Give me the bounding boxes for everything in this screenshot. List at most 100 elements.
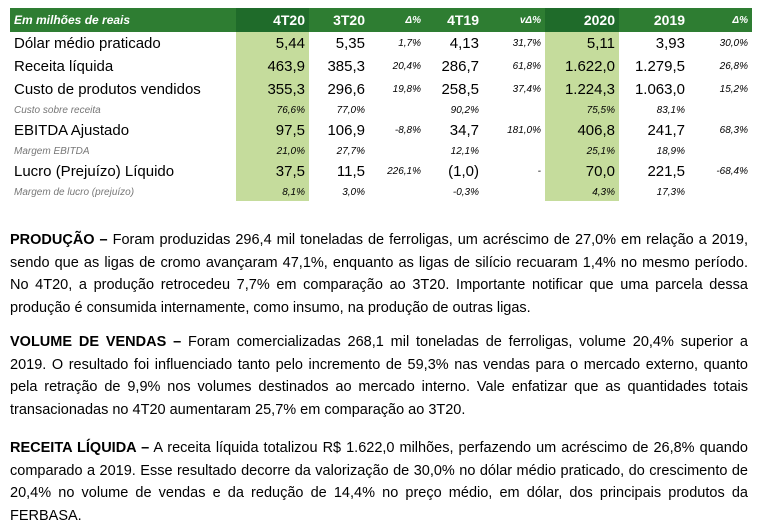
cell-delta-quarter: 226,1% (387, 166, 421, 177)
cell-4t19: 34,7 (449, 122, 479, 139)
row-label: EBITDA Ajustado (14, 122, 130, 139)
cell-4t19: -0,3% (452, 186, 479, 198)
table-row: Margem EBITDA 21,0% 27,7% 12,1% 25,1% 18,9% (10, 142, 752, 160)
table-header-row: Em milhões de reais 4T20 3T20 Δ% 4T19 vΔ… (10, 8, 752, 32)
paragraph-volume-vendas: VOLUME DE VENDAS – Foram comercializadas… (10, 331, 748, 421)
cell-delta-annual (689, 183, 752, 201)
table-row: Custo de produtos vendidos 355,3 296,6 19,8… (10, 78, 752, 101)
table-row: Receita líquida 463,9 385,3 20,4% 286,7 61,8%… (10, 55, 752, 78)
header-delta-annual: Δ% (732, 14, 748, 26)
cell-delta-annual: 30,0% (719, 38, 748, 49)
cell-4t19: 258,5 (441, 81, 479, 98)
cell-delta-annual (689, 142, 752, 160)
cell-4t20: 21,0% (236, 142, 309, 160)
cell-2019: 3,93 (655, 35, 685, 52)
cell-delta-quarter (369, 101, 425, 119)
table-row: Dólar médio praticado 5,44 5,35 1,7% 4,13 31,… (10, 32, 752, 55)
row-label: Margem EBITDA (14, 145, 90, 157)
paragraph-heading: PRODUÇÃO – (10, 232, 108, 248)
cell-3t20: 106,9 (327, 122, 365, 139)
row-label: Dólar médio praticado (14, 35, 161, 52)
cell-delta-quarter: 19,8% (392, 84, 421, 95)
paragraph-text: Foram comercializadas 268,1 mil tonelada… (10, 334, 748, 418)
cell-4t20: 76,6% (236, 101, 309, 119)
header-delta-quarter: Δ% (405, 14, 421, 26)
cell-3t20: 27,7% (336, 145, 365, 157)
cell-delta-year-quarter: 31,7% (512, 38, 541, 49)
cell-delta-quarter: 20,4% (392, 61, 421, 72)
cell-delta-annual (689, 101, 752, 119)
cell-delta-year-quarter (483, 101, 545, 119)
cell-4t20: 355,3 (236, 78, 309, 101)
row-label: Margem de lucro (prejuízo) (14, 186, 135, 198)
cell-delta-year-quarter: 37,4% (512, 84, 541, 95)
cell-delta-annual: -68,4% (716, 166, 748, 177)
cell-2019: 17,3% (656, 186, 685, 198)
header-2019: 2019 (653, 12, 685, 28)
cell-2019: 241,7 (647, 122, 685, 139)
cell-delta-quarter (369, 183, 425, 201)
cell-3t20: 77,0% (336, 104, 365, 116)
cell-delta-year-quarter: 61,8% (512, 61, 541, 72)
cell-delta-year-quarter: - (537, 166, 541, 177)
cell-4t19: 286,7 (441, 58, 479, 75)
cell-3t20: 11,5 (336, 163, 365, 180)
table-row: EBITDA Ajustado 97,5 106,9 -8,8% 34,7 181,0% 4… (10, 119, 752, 142)
cell-delta-quarter: -8,8% (394, 125, 421, 136)
cell-delta-annual: 26,8% (719, 61, 748, 72)
cell-4t19: 4,13 (449, 35, 479, 52)
table-row: Margem de lucro (prejuízo) 8,1% 3,0% -0,3% 4… (10, 183, 752, 201)
cell-2020: 1.622,0 (545, 55, 619, 78)
cell-2019: 1.063,0 (634, 81, 685, 98)
cell-delta-year-quarter (483, 142, 545, 160)
cell-4t20: 97,5 (236, 119, 309, 142)
cell-2020: 75,5% (545, 101, 619, 119)
paragraph-text: Foram produzidas 296,4 mil toneladas de … (10, 232, 748, 316)
cell-2020: 70,0 (545, 160, 619, 183)
paragraph-heading: VOLUME DE VENDAS – (10, 334, 182, 350)
paragraph-producao: PRODUÇÃO – Foram produzidas 296,4 mil to… (10, 229, 748, 319)
cell-3t20: 3,0% (342, 186, 365, 198)
header-delta-year-quarter: vΔ% (519, 14, 541, 26)
row-label: Lucro (Prejuízo) Líquido (14, 163, 175, 180)
cell-3t20: 5,35 (335, 35, 365, 52)
header-4t19: 4T19 (447, 12, 479, 28)
table-row: Lucro (Prejuízo) Líquido 37,5 11,5 226,1% (1… (10, 160, 752, 183)
cell-delta-quarter: 1,7% (398, 38, 421, 49)
header-2020: 2020 (545, 8, 619, 32)
cell-4t20: 8,1% (236, 183, 309, 201)
cell-2020: 4,3% (545, 183, 619, 201)
header-label: Em milhões de reais (14, 13, 131, 27)
cell-4t20: 37,5 (236, 160, 309, 183)
cell-2019: 83,1% (656, 104, 685, 116)
cell-2020: 5,11 (545, 32, 619, 55)
cell-delta-quarter (369, 142, 425, 160)
cell-2019: 221,5 (647, 163, 685, 180)
cell-2019: 18,9% (656, 145, 685, 157)
cell-2020: 25,1% (545, 142, 619, 160)
cell-2019: 1.279,5 (634, 58, 685, 75)
cell-4t20: 463,9 (236, 55, 309, 78)
cell-delta-year-quarter: 181,0% (507, 125, 541, 136)
paragraph-text: A receita líquida totalizou R$ 1.622,0 m… (10, 440, 748, 524)
cell-3t20: 296,6 (327, 81, 365, 98)
cell-2020: 406,8 (545, 119, 619, 142)
row-label: Receita líquida (14, 58, 114, 75)
cell-3t20: 385,3 (327, 58, 365, 75)
paragraph-receita-liquida: RECEITA LÍQUIDA – A receita líquida tota… (10, 437, 748, 527)
row-label: Custo de produtos vendidos (14, 81, 201, 98)
paragraph-heading: RECEITA LÍQUIDA – (10, 440, 150, 456)
financial-table: Em milhões de reais 4T20 3T20 Δ% 4T19 vΔ… (10, 8, 752, 201)
cell-delta-annual: 68,3% (719, 125, 748, 136)
header-4t20: 4T20 (236, 8, 309, 32)
cell-delta-annual: 15,2% (719, 84, 748, 95)
row-label: Custo sobre receita (14, 104, 101, 116)
table-row: Custo sobre receita 76,6% 77,0% 90,2% 75,5% 8… (10, 101, 752, 119)
cell-delta-year-quarter (483, 183, 545, 201)
cell-4t20: 5,44 (236, 32, 309, 55)
cell-4t19: 90,2% (450, 104, 479, 116)
header-3t20: 3T20 (333, 12, 365, 28)
cell-4t19: (1,0) (448, 163, 479, 180)
cell-2020: 1.224,3 (545, 78, 619, 101)
cell-4t19: 12,1% (450, 145, 479, 157)
